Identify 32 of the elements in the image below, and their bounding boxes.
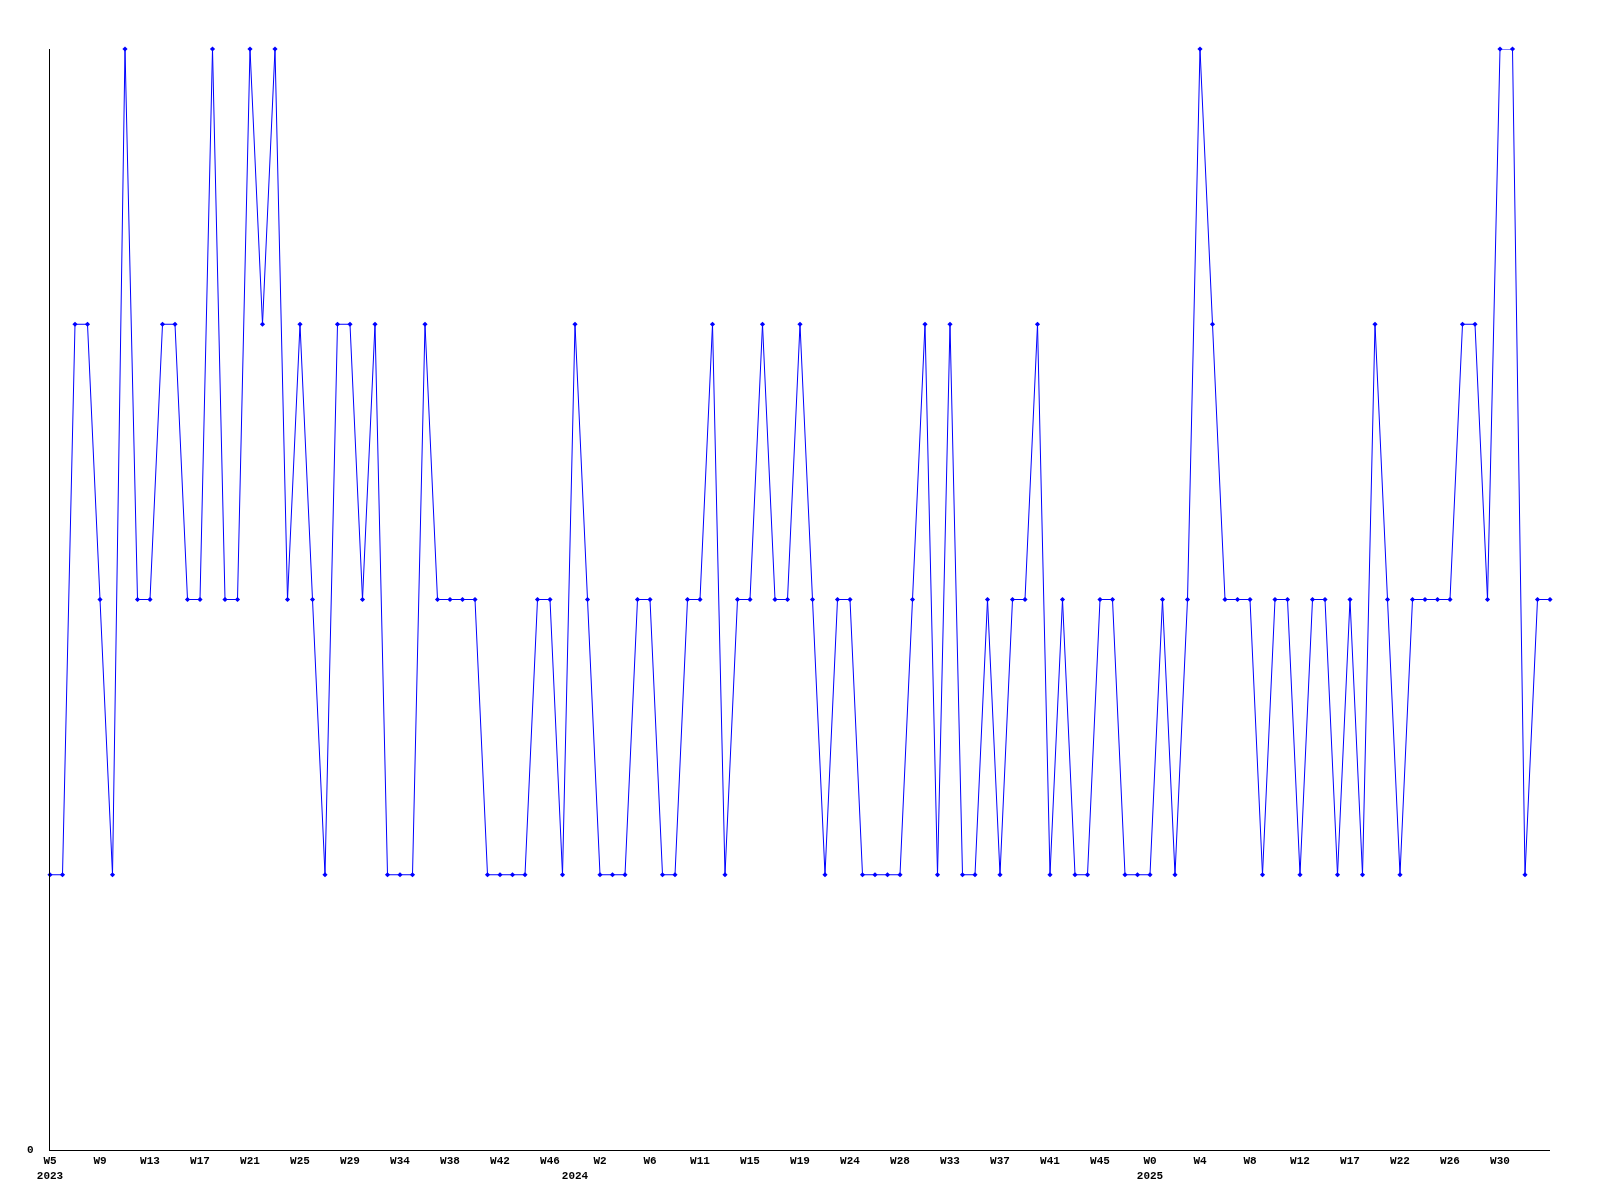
x-tick-label: W19 [790,1155,810,1168]
x-tick-label: W8 [1243,1155,1257,1168]
x-tick-label: W45 [1090,1155,1111,1168]
x-tick-label: W42 [490,1155,510,1168]
x-tick-label: W11 [690,1155,711,1168]
x-tick-label: W17 [1340,1155,1360,1168]
x-tick-label: W26 [1440,1155,1460,1168]
x-tick-label: W46 [540,1155,560,1168]
x-tick-label: W41 [1040,1155,1061,1168]
x-tick-label: W38 [440,1155,461,1168]
x-tick-label: W33 [940,1155,961,1168]
x-tick-label: W29 [340,1155,360,1168]
x-tick-label: W4 [1193,1155,1207,1168]
x-tick-label: W25 [290,1155,311,1168]
x-tick-label: W5 2023 [36,1155,64,1182]
x-tick-label: W22 [1390,1155,1410,1168]
x-tick-label: W21 [240,1155,261,1168]
x-tick-label: W24 [840,1155,861,1168]
x-tick-label: W0 2025 [1136,1155,1164,1182]
x-tick-label: W6 [643,1155,657,1168]
text: 0 [27,1144,34,1156]
x-tick-label: W15 [740,1155,761,1168]
x-tick-label: W12 [1290,1155,1310,1168]
x-tick-label: W30 [1490,1155,1510,1168]
x-tick-label: W34 [390,1155,411,1168]
x-tick-label: W17 [190,1155,210,1168]
x-tick-label: W9 [93,1155,107,1168]
x-tick-label: W13 [140,1155,161,1168]
x-tick-label: W2 [593,1155,607,1168]
x-tick-label: W37 [990,1155,1010,1168]
x-tick-label: W28 [890,1155,911,1168]
x-tick-label: 2024 [561,1169,589,1182]
